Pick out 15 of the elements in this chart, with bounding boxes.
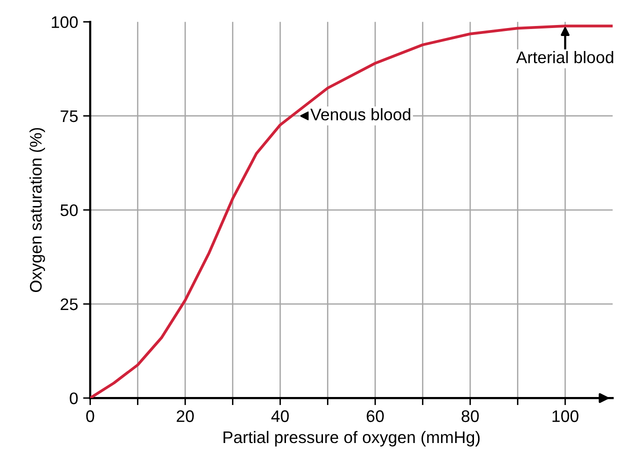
x-tick-label: 20	[176, 410, 194, 422]
y-tick-label: 50	[60, 204, 78, 216]
y-tick-label: 100	[52, 16, 78, 28]
y-tick-label: 0	[70, 392, 78, 404]
annotation: Venous blood	[310, 108, 410, 120]
x-tick-label: 40	[271, 410, 289, 422]
y-axis-title: Oxygen saturation (%)	[29, 128, 46, 292]
x-tick-label: 60	[366, 410, 384, 422]
y-tick-label: 25	[60, 298, 78, 310]
x-tick-label: 0	[86, 410, 94, 422]
y-tick-label: 75	[60, 110, 78, 122]
x-tick-label: 100	[552, 410, 578, 422]
x-axis-title: Partial pressure of oxygen (mmHg)	[224, 430, 480, 446]
x-tick-label: 80	[462, 410, 479, 422]
annotation: Arterial blood	[516, 50, 614, 64]
